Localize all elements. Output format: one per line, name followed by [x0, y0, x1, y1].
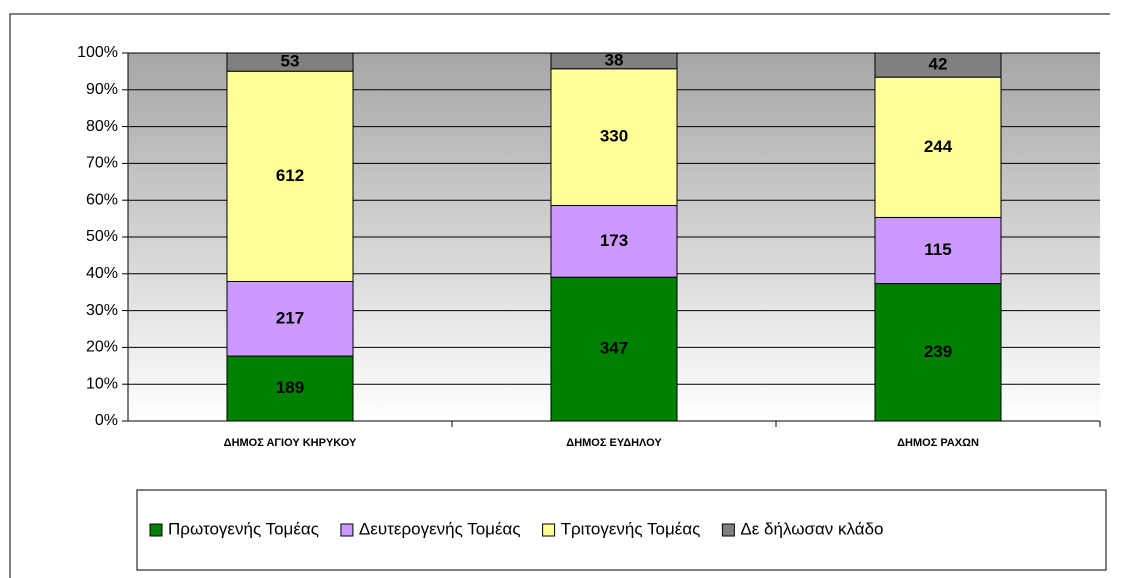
data-label: 115	[924, 240, 951, 259]
legend-box	[136, 489, 1107, 571]
data-label: 189	[276, 378, 304, 397]
data-label: 612	[276, 166, 304, 185]
y-tick-label: 30%	[86, 302, 118, 319]
y-tick-label: 50%	[86, 228, 118, 245]
bar-segment	[874, 216, 1002, 285]
data-label: 173	[600, 231, 628, 250]
legend-label: Δευτερογενής Τομέας	[359, 519, 521, 538]
data-label: 53	[281, 52, 300, 71]
legend-swatch	[340, 523, 354, 537]
legend-label: Πρωτογενής Τομέας	[168, 519, 319, 538]
y-tick-label: 80%	[86, 118, 118, 135]
bar-segment	[226, 70, 354, 282]
bar-segment	[550, 276, 678, 422]
legend-swatch	[149, 523, 163, 537]
data-label: 38	[605, 50, 624, 69]
bar-segment	[226, 355, 354, 422]
bar-segment	[874, 76, 1002, 218]
legend-swatch	[542, 523, 556, 537]
chart-frame	[9, 13, 1110, 578]
bar-segment	[226, 52, 354, 72]
y-tick-label: 20%	[86, 339, 118, 356]
y-tick-label: 100%	[77, 44, 118, 61]
bar-segment	[226, 280, 354, 357]
x-tick-label: ΔΗΜΟΣ ΡΑΧΩΝ	[897, 437, 979, 449]
data-label: 244	[924, 137, 953, 156]
legend-label: Δε δήλωσαν κλάδο	[740, 519, 883, 538]
y-tick-label: 10%	[86, 375, 118, 392]
y-tick-label: 60%	[86, 191, 118, 208]
data-label: 239	[924, 342, 952, 361]
y-tick-label: 0%	[95, 412, 118, 429]
y-tick-label: 90%	[86, 81, 118, 98]
legend-swatch	[721, 523, 735, 537]
legend-label: Τριτογενής Τομέας	[561, 519, 701, 538]
bar-segment	[874, 283, 1002, 422]
data-label: 217	[276, 308, 304, 327]
y-tick-label: 40%	[86, 265, 118, 282]
x-tick-label: ΔΗΜΟΣ ΕΥΔΗΛΟΥ	[566, 437, 662, 449]
bar-segment	[874, 52, 1002, 78]
bar-segment	[550, 205, 678, 278]
data-label: 347	[600, 339, 628, 358]
data-label: 42	[929, 55, 948, 74]
y-tick-label: 70%	[86, 155, 118, 172]
data-label: 330	[600, 127, 628, 146]
bar-segment	[550, 68, 678, 207]
x-tick-label: ΔΗΜΟΣ ΑΓΙΟΥ ΚΗΡΥΚΟΥ	[224, 437, 357, 449]
bar-segment	[550, 52, 678, 70]
